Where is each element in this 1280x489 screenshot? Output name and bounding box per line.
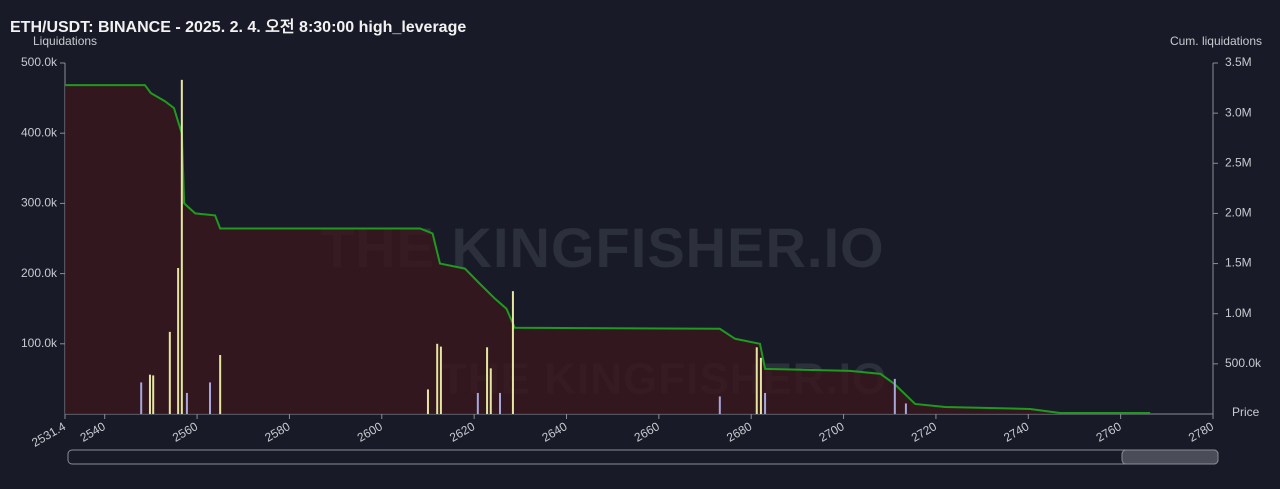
bar [511, 291, 514, 414]
y-tick-label: 300.0k [21, 196, 58, 210]
y-axis-label: Liquidations [33, 34, 97, 48]
y-tick-label: 500.0k [21, 55, 58, 69]
y-tick-label: 100.0k [21, 336, 58, 350]
bar [426, 389, 429, 414]
bar [436, 343, 439, 414]
bar [499, 392, 502, 414]
bar [219, 355, 222, 414]
cum-area [65, 85, 1151, 414]
bar [476, 392, 479, 414]
bar [764, 392, 767, 414]
bar [755, 347, 758, 414]
bar [180, 79, 183, 415]
bar [140, 382, 143, 414]
bar [893, 378, 896, 414]
bar [718, 396, 721, 414]
y2-tick-label: 3.0M [1225, 105, 1252, 119]
bar [168, 331, 171, 414]
chart-title: ETH/USDT: BINANCE - 2025. 2. 4. 오전 8:30:… [10, 18, 466, 36]
y2-tick-label: 1.0M [1225, 306, 1252, 320]
scroll-handle[interactable] [1121, 449, 1219, 465]
x-axis-label: Price [1232, 405, 1260, 419]
y2-tick-label: 2.5M [1225, 155, 1252, 169]
y2-tick-label: 2.0M [1225, 206, 1252, 220]
bar [209, 382, 212, 414]
y-tick-label: 200.0k [21, 266, 58, 280]
bar [148, 374, 151, 414]
y2-axis-label: Cum. liquidations [1170, 34, 1262, 48]
bar [486, 347, 489, 414]
bar [177, 267, 180, 414]
y2-tick-label: 1.5M [1225, 256, 1252, 270]
bar [152, 375, 155, 414]
plot-area: 100.0k 200.0k 300.0k 400.0k 500.0k 500.0k 1.0M… [21, 55, 1262, 450]
y-tick-label: 400.0k [21, 125, 58, 139]
y2-tick-label: 500.0k [1225, 356, 1262, 370]
bar [904, 403, 907, 414]
bar [439, 346, 442, 414]
bar [759, 357, 762, 414]
bar [185, 392, 188, 414]
y2-tick-label: 3.5M [1225, 55, 1252, 69]
bar [489, 368, 492, 414]
